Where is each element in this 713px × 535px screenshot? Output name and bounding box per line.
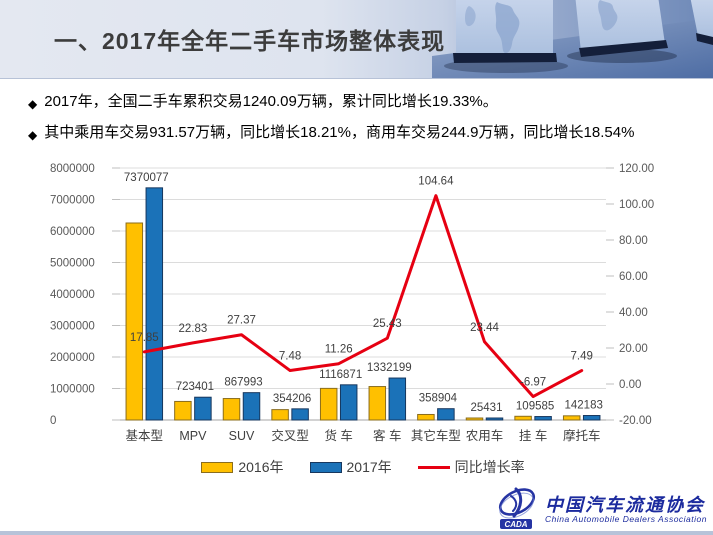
bullet-item-1: ◆ 2017年，全国二手车累积交易1240.09万辆，累计同比增长19.33%。 (28, 92, 700, 114)
category-label: 基本型 (126, 429, 164, 443)
bar-2017年-基本型 (145, 187, 164, 421)
line-value-label: 22.83 (179, 323, 208, 335)
category-label: 挂 车 (519, 428, 547, 443)
right-axis-tick-label: 60.00 (619, 271, 648, 283)
right-axis-tick-label: -20.00 (619, 415, 652, 427)
logo-texts: 中国汽车流通协会 China Automobile Dealers Associ… (545, 496, 707, 524)
bar-2017年-SUV (242, 392, 261, 421)
left-axis-tick-label: 8000000 (50, 163, 95, 175)
logo-name-english: China Automobile Dealers Association (545, 513, 707, 524)
bar-value-label: 354206 (273, 393, 311, 405)
line-value-label: 11.26 (325, 344, 353, 356)
bar-2017年-客 车 (388, 377, 407, 421)
line-value-label: 7.48 (279, 351, 301, 363)
bar-value-label: 1116871 (319, 369, 362, 381)
legend-label-growth: 同比增长率 (454, 459, 525, 475)
legend-swatch-growth-line (417, 465, 450, 469)
legend-swatch-2017 (309, 461, 342, 473)
combo-chart: 0 1000000 2000000 3000000 4000000 5000000 6000… (0, 150, 713, 462)
left-axis-tick-label: 3000000 (50, 321, 95, 333)
bar-value-label: 109585 (516, 401, 554, 413)
bar-2016年-基本型 (125, 222, 144, 421)
cada-emblem-icon: CADA (499, 487, 536, 529)
category-label: 农用车 (466, 428, 504, 443)
organization-logo: CADA 中国汽车流通协会 China Automobile Dealers A… (494, 486, 707, 534)
left-axis-tick-label: 7000000 (50, 195, 95, 207)
category-label: 客 车 (373, 428, 401, 443)
bar-value-label: 25431 (471, 402, 503, 414)
header-decoration-cubes (0, 0, 713, 78)
bar-2016年-交叉型 (271, 409, 289, 421)
right-axis-tick-label: 20.00 (619, 343, 648, 355)
right-axis-tick-label: 0.00 (619, 379, 641, 391)
category-label: MPV (179, 429, 207, 443)
legend-item-2017: 2017年 (309, 457, 392, 477)
bar-value-label: 867993 (224, 377, 262, 389)
bar-value-label: 7370077 (124, 172, 169, 184)
bar-2016年-挂 车 (514, 415, 532, 421)
line-value-label: 17.85 (130, 332, 159, 344)
bar-2016年-农用车 (465, 417, 484, 421)
bar-value-label: 1332199 (367, 362, 412, 374)
chart-legend: 2016年 2017年 同比增长率 (120, 457, 606, 477)
bullet-list: ◆ 2017年，全国二手车累积交易1240.09万辆，累计同比增长19.33%。… (28, 92, 700, 154)
bullet-text-2: 其中乘用车交易931.57万辆，同比增长18.21%，商用车交易244.9万辆，… (44, 124, 635, 141)
bar-2016年-货 车 (319, 387, 338, 421)
category-label: 交叉型 (271, 428, 309, 443)
bullet-item-2: ◆ 其中乘用车交易931.57万辆，同比增长18.21%，商用车交易244.9万… (28, 123, 700, 145)
logo-name-chinese: 中国汽车流通协会 (545, 495, 706, 516)
bar-2017年-MPV (194, 396, 212, 421)
bar-2017年-其它车型 (437, 408, 455, 421)
growth-rate-line (142, 194, 584, 399)
line-value-label: 104.64 (418, 176, 454, 188)
line-value-label: 27.37 (227, 315, 256, 327)
left-axis-tick-label: 0 (50, 415, 56, 427)
left-axis-tick-label: 5000000 (50, 258, 95, 270)
right-axis-tick-label: 100.00 (619, 199, 654, 211)
category-label: 摩托车 (563, 428, 601, 443)
bar-2016年-MPV (174, 400, 192, 421)
right-axis-tick-label: 80.00 (619, 235, 648, 247)
category-label: 货 车 (324, 428, 352, 443)
bar-2017年-摩托车 (582, 415, 601, 421)
page-title: 一、2017年全年二手车市场整体表现 (54, 28, 446, 54)
bar-2017年-货 车 (339, 384, 358, 421)
legend-item-growth: 同比增长率 (417, 457, 525, 477)
bar-2017年-交叉型 (291, 408, 309, 421)
svg-text:CADA: CADA (504, 520, 527, 529)
line-value-label: 7.49 (571, 351, 593, 363)
left-axis-tick-label: 6000000 (50, 226, 95, 238)
header-band: 一、2017年全年二手车市场整体表现 (0, 0, 713, 79)
bottom-accent-strip (0, 531, 713, 535)
diamond-bullet-icon: ◆ (28, 97, 38, 111)
bar-2016年-其它车型 (417, 413, 435, 421)
line-value-label: -6.97 (520, 377, 546, 389)
bar-2016年-SUV (222, 398, 241, 421)
line-value-label: 23.44 (470, 322, 499, 334)
bar-2017年-挂 车 (534, 416, 552, 421)
bullet-text-1: 2017年，全国二手车累积交易1240.09万辆，累计同比增长19.33%。 (44, 93, 498, 110)
bar-2016年-摩托车 (562, 415, 581, 421)
bar-value-label: 142183 (565, 400, 603, 412)
bar-value-label: 723401 (176, 381, 214, 393)
right-axis-tick-label: 120.00 (619, 163, 654, 175)
bar-2016年-客 车 (368, 386, 387, 421)
left-axis-tick-label: 4000000 (50, 289, 95, 301)
bar-value-label: 358904 (419, 393, 458, 405)
category-label: SUV (229, 429, 255, 443)
bar-2017年-农用车 (485, 417, 504, 421)
legend-label-2017: 2017年 (346, 459, 392, 475)
diamond-bullet-icon: ◆ (28, 128, 38, 142)
right-axis-tick-label: 40.00 (619, 307, 648, 319)
legend-label-2016: 2016年 (238, 459, 284, 475)
line-value-label: 25.43 (373, 318, 402, 330)
left-axis-tick-label: 1000000 (50, 384, 95, 396)
combo-chart-svg: 0 1000000 2000000 3000000 4000000 5000000 6000… (50, 163, 654, 443)
legend-swatch-2016 (201, 461, 234, 473)
legend-item-2016: 2016年 (201, 457, 284, 477)
category-label: 其它车型 (411, 428, 461, 443)
left-axis-tick-label: 2000000 (50, 352, 95, 364)
